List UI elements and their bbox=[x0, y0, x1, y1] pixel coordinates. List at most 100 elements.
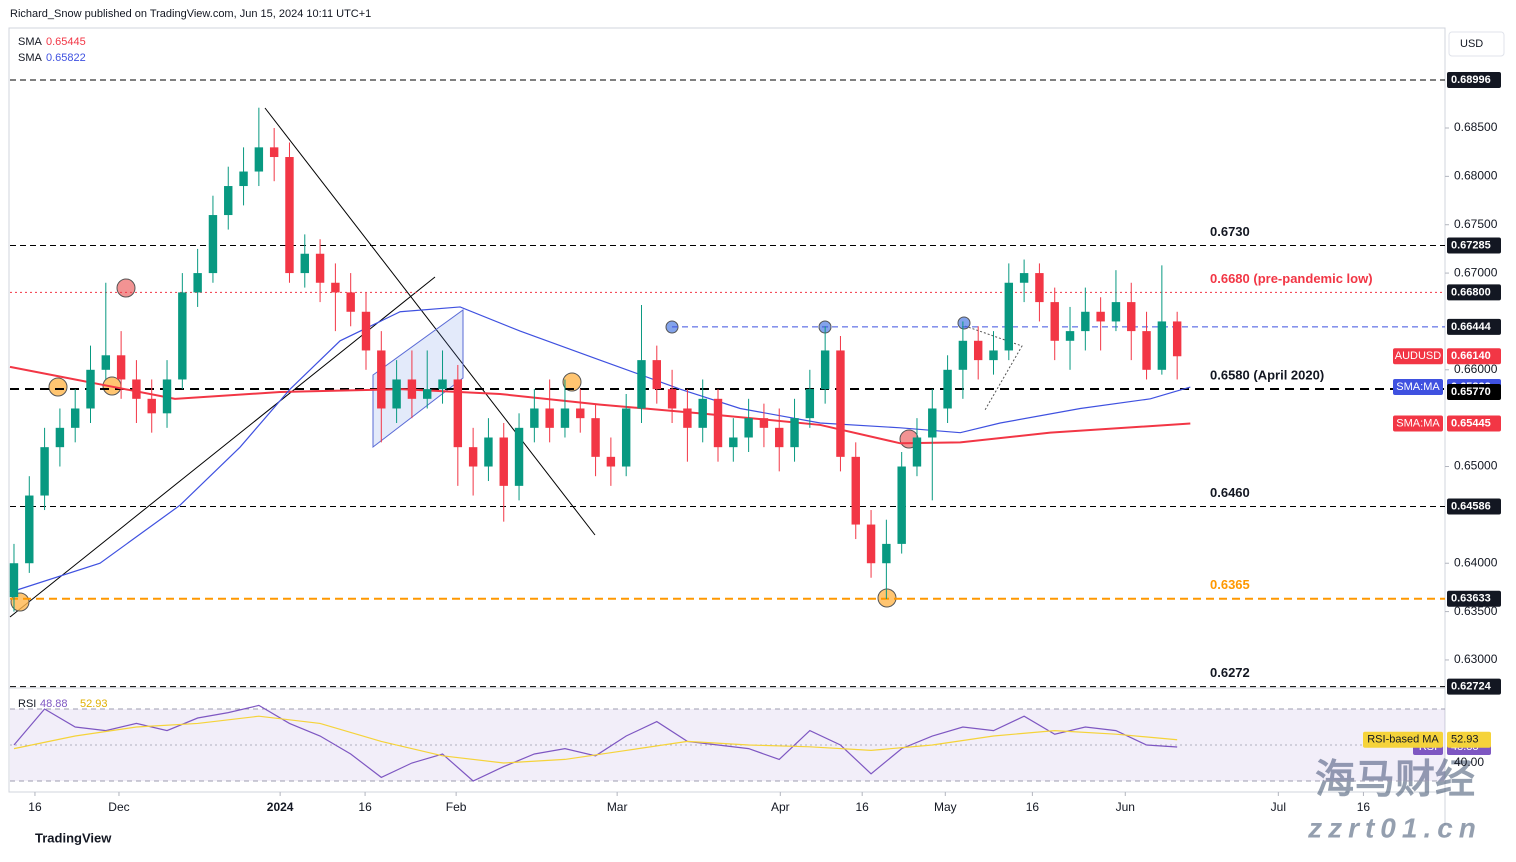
price-tag-label: 0.63633 bbox=[1451, 593, 1491, 605]
candle-body bbox=[162, 379, 172, 414]
candle-body bbox=[866, 524, 876, 564]
candle-body bbox=[744, 418, 753, 438]
marker bbox=[116, 278, 136, 298]
candle-body bbox=[208, 215, 218, 274]
candle-body bbox=[637, 360, 646, 409]
candle-body bbox=[9, 563, 19, 598]
legend-name: SMA bbox=[18, 52, 43, 64]
price-tag bbox=[1447, 590, 1501, 607]
candle-body bbox=[1035, 273, 1044, 303]
candle-body bbox=[178, 292, 187, 380]
candle-body bbox=[193, 273, 202, 293]
level-label: 0.6365 bbox=[1210, 577, 1250, 592]
series-tag-label: SMA:MA bbox=[1396, 417, 1440, 429]
watermark: 海马财经 bbox=[1315, 758, 1475, 802]
candle-body bbox=[897, 466, 906, 544]
candle-body bbox=[86, 369, 95, 409]
level-label: 0.6460 bbox=[1210, 485, 1250, 500]
price-tag-label: 0.64586 bbox=[1451, 500, 1491, 512]
x-tick-label: 2024 bbox=[267, 800, 294, 814]
series-tag-label: AUDUSD bbox=[1395, 350, 1442, 362]
candle-body bbox=[851, 456, 860, 525]
candle-body bbox=[1127, 302, 1136, 332]
candle-body bbox=[361, 311, 371, 351]
series-tag-label: RSI-based MA bbox=[1367, 734, 1439, 746]
price-tag bbox=[1447, 384, 1501, 401]
price-tag bbox=[1447, 678, 1501, 695]
y-tick-label: 0.68000 bbox=[1454, 169, 1498, 183]
candle-body bbox=[836, 350, 845, 457]
candle-body bbox=[621, 408, 631, 467]
candle-body bbox=[254, 147, 264, 172]
price-tag-label: 0.67285 bbox=[1451, 239, 1491, 251]
candle-body bbox=[576, 408, 585, 419]
candle-body bbox=[1019, 273, 1029, 283]
candle-body bbox=[499, 437, 508, 486]
marker bbox=[957, 316, 971, 330]
x-tick-label: Mar bbox=[607, 800, 628, 814]
price-tag-label: 0.65445 bbox=[1451, 417, 1491, 429]
marker bbox=[562, 372, 582, 392]
marker bbox=[48, 377, 68, 397]
candle-body bbox=[729, 437, 738, 448]
candle-body bbox=[530, 408, 539, 428]
candle-body bbox=[1096, 311, 1105, 322]
candle-body bbox=[989, 350, 998, 361]
x-tick-label: 16 bbox=[1026, 800, 1040, 814]
currency-button[interactable] bbox=[1448, 31, 1505, 57]
candle-body bbox=[606, 456, 616, 467]
footer: TradingView bbox=[35, 830, 112, 845]
x-tick-label: 16 bbox=[28, 800, 42, 814]
x-tick-label: 16 bbox=[856, 800, 870, 814]
series-tag-label: SMA:MA bbox=[1396, 381, 1440, 393]
candle-body bbox=[912, 437, 922, 467]
candle-body bbox=[438, 379, 447, 390]
price-tag-label: 0.68996 bbox=[1451, 74, 1491, 86]
candle-body bbox=[1050, 302, 1059, 341]
candle-body bbox=[40, 447, 49, 496]
x-tick-label: Feb bbox=[446, 800, 467, 814]
price-tag bbox=[1447, 284, 1501, 301]
candle-body bbox=[1111, 302, 1121, 322]
rsi-line bbox=[13, 715, 1178, 764]
header: Richard_Snow published on TradingView.co… bbox=[10, 8, 371, 20]
marker bbox=[10, 592, 30, 612]
candle-body bbox=[1065, 331, 1075, 341]
series-tag bbox=[1363, 731, 1443, 748]
x-tick-label: May bbox=[934, 800, 957, 814]
candle-body bbox=[545, 408, 554, 428]
candle-body bbox=[973, 340, 983, 361]
x-tick-label: 16 bbox=[358, 800, 372, 814]
candle-body bbox=[315, 253, 325, 283]
candle-body bbox=[407, 379, 417, 399]
candle-body bbox=[285, 157, 294, 274]
candle-body bbox=[55, 427, 65, 448]
candle-body bbox=[1157, 321, 1167, 370]
candle-body bbox=[928, 408, 937, 438]
candle-body bbox=[820, 350, 830, 390]
y-tick-label: 0.65000 bbox=[1454, 459, 1498, 473]
candle-body bbox=[224, 186, 233, 216]
series-tag bbox=[1393, 415, 1443, 432]
price-tag bbox=[1447, 348, 1501, 365]
rsi-legend: RSI bbox=[18, 698, 36, 710]
price-tag-label: 0.65770 bbox=[1451, 386, 1491, 398]
currency[interactable]: USD bbox=[1460, 38, 1483, 50]
triangle bbox=[964, 325, 1023, 411]
y-tick-label: 40.00 bbox=[1454, 755, 1484, 769]
candle-body bbox=[70, 408, 80, 428]
series-tag bbox=[1393, 379, 1443, 396]
candle-body bbox=[239, 171, 248, 187]
price-tag-label: 0.66444 bbox=[1451, 321, 1492, 333]
candle-body bbox=[392, 379, 401, 409]
legend-value: 0.65822 bbox=[46, 52, 86, 64]
candle-body bbox=[667, 389, 677, 409]
candle-body bbox=[1081, 311, 1090, 332]
candle-body bbox=[790, 418, 799, 448]
sma-line bbox=[9, 365, 1191, 445]
y-tick-label: 0.68500 bbox=[1454, 120, 1498, 134]
candle-body bbox=[346, 292, 355, 312]
candle-body bbox=[300, 253, 309, 274]
